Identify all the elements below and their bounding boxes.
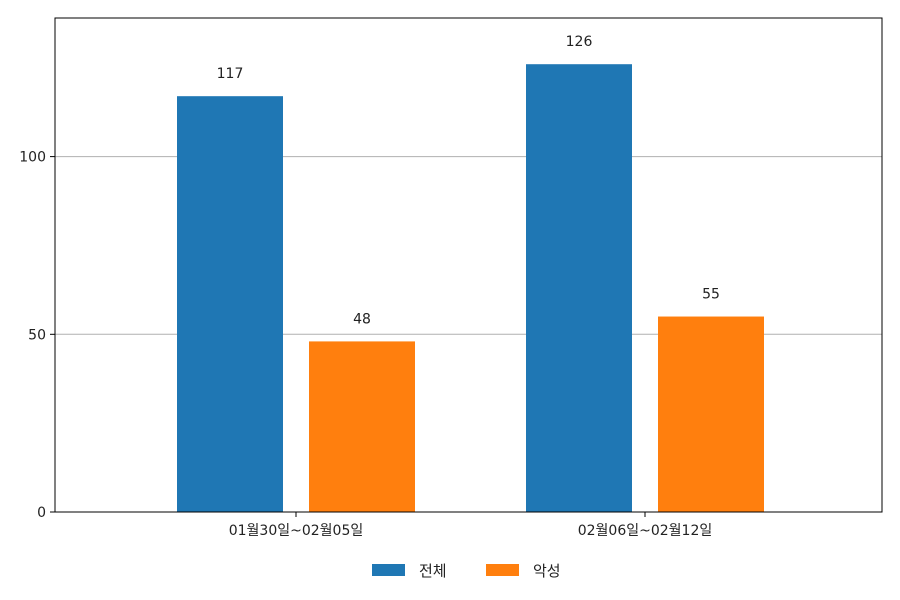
bar-total bbox=[526, 64, 632, 512]
bar-value-label: 48 bbox=[353, 311, 371, 327]
legend-label: 전체 bbox=[419, 562, 447, 580]
legend-swatch bbox=[372, 564, 405, 576]
axes: 0 50 100 01월30일~02월05일 02월06일~02월12일 bbox=[19, 150, 712, 539]
bars bbox=[177, 64, 764, 513]
y-tick-label: 50 bbox=[28, 327, 46, 343]
legend: 전체 악성 bbox=[372, 562, 561, 580]
bar-malicious bbox=[309, 341, 415, 512]
bar-total bbox=[177, 96, 283, 513]
bar-value-label: 126 bbox=[566, 34, 593, 50]
plot-frame bbox=[54, 17, 883, 513]
bar-malicious bbox=[658, 316, 764, 512]
y-tick-label: 100 bbox=[19, 150, 46, 166]
data-labels: 117 48 126 55 bbox=[217, 34, 720, 327]
y-tick-label: 0 bbox=[37, 505, 46, 521]
bar-value-label: 55 bbox=[702, 287, 720, 303]
x-tick-label: 02월06일~02월12일 bbox=[578, 523, 713, 539]
bar-value-label: 117 bbox=[217, 66, 244, 82]
legend-swatch bbox=[486, 564, 519, 576]
legend-label: 악성 bbox=[533, 562, 561, 580]
x-tick-label: 01월30일~02월05일 bbox=[229, 523, 364, 539]
